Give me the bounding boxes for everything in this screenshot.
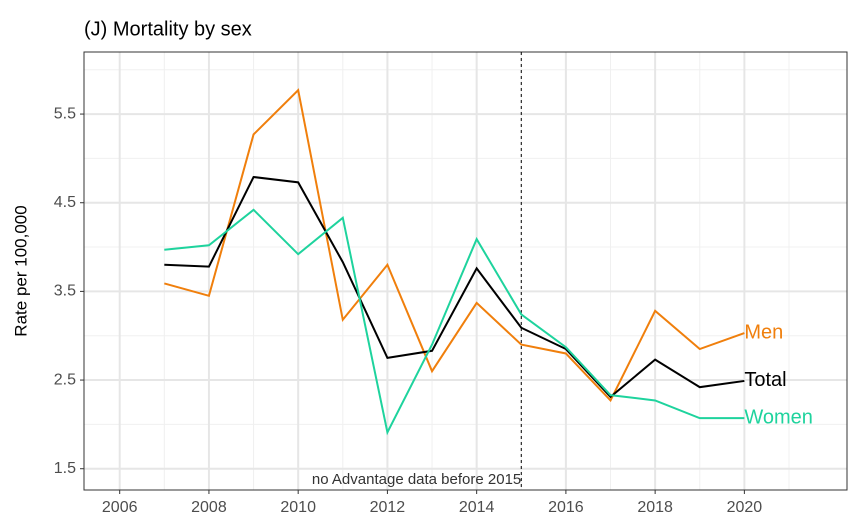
y-tick-label: 1.5: [54, 460, 76, 477]
annotation: no Advantage data before 2015: [312, 471, 521, 488]
chart-title: (J) Mortality by sex: [84, 18, 252, 40]
plot-border: [83, 51, 848, 491]
series-line: [164, 208, 745, 436]
y-tick-label: 3.5: [54, 283, 76, 300]
y-tick-label: 5.5: [54, 105, 76, 122]
series-line: [164, 88, 745, 403]
x-tick-label: 2012: [370, 499, 406, 516]
x-tick-label: 2010: [280, 499, 316, 516]
y-tick-label: 2.5: [54, 371, 76, 388]
y-axis-label: Rate per 100,000: [11, 205, 30, 336]
x-tick-label: 2014: [459, 499, 495, 516]
x-tick-label: 2016: [548, 499, 584, 516]
x-tick-label: 2006: [102, 499, 138, 516]
series-label: Women: [744, 406, 813, 428]
x-tick-label: 2008: [191, 499, 227, 516]
x-tick-label: 2018: [637, 499, 673, 516]
series-line: [164, 175, 745, 399]
y-tick-label: 4.5: [54, 194, 76, 211]
x-tick-label: 2020: [727, 499, 763, 516]
series-label: Total: [744, 369, 786, 391]
series-label: Men: [744, 321, 783, 343]
